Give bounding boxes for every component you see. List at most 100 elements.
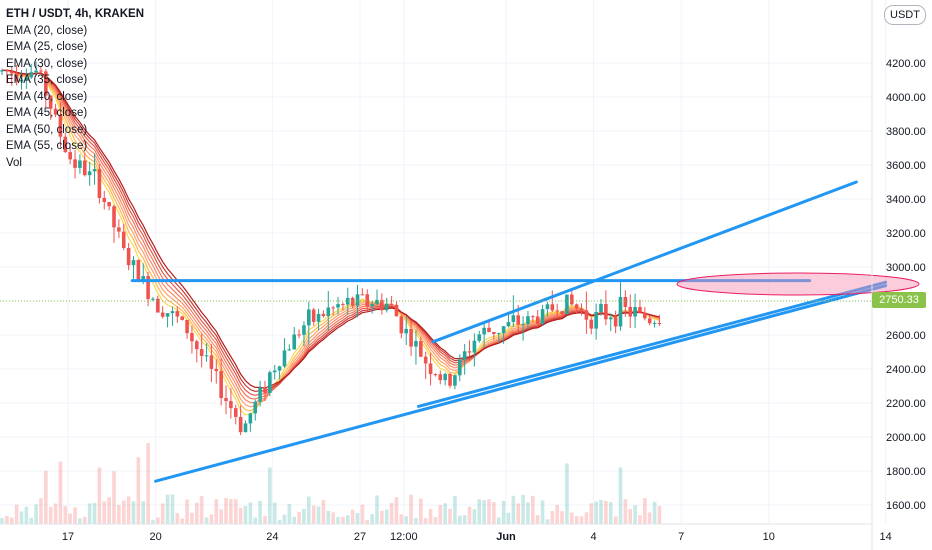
candle-body (112, 206, 116, 228)
candle-body (521, 323, 525, 325)
candle-body (195, 341, 199, 350)
highlight-zone-ellipse[interactable] (676, 272, 920, 296)
candle-body (462, 351, 467, 360)
volume-bar (433, 517, 438, 524)
volume-bar (453, 496, 457, 524)
candle-body (19, 79, 24, 82)
volume-bar (238, 507, 243, 524)
ema-50-line (1, 69, 660, 393)
indicator-ema-20[interactable]: EMA (20, close) (6, 24, 88, 37)
volume-bar (623, 499, 628, 524)
ema-45-line (1, 69, 660, 396)
volume-bar (204, 517, 209, 524)
volume-bar (467, 506, 472, 524)
candle-body (618, 296, 623, 327)
volume-bar (404, 516, 409, 524)
indicator-ema-50[interactable]: EMA (50, close) (6, 123, 88, 136)
candle-body (535, 316, 540, 324)
ema-20-line (1, 69, 660, 416)
volume-bar (73, 507, 77, 524)
volume-bar (443, 503, 447, 524)
candle-body (638, 307, 642, 313)
candle-body (204, 355, 209, 357)
price-axis[interactable]: 1600.00 1800.00 2000.00 2200.00 2400.00 2600.… (886, 58, 926, 512)
indicator-ema-25[interactable]: EMA (25, close) (6, 41, 88, 53)
symbol-title[interactable]: ETH / USDT, 4h, KRAKEN (6, 8, 145, 20)
price-tick-label: 2200.00 (886, 398, 926, 410)
time-tick-label: 24 (266, 531, 278, 543)
candle-body (336, 304, 340, 308)
candle-body (657, 323, 662, 325)
volume-bar (14, 504, 19, 524)
indicator-volume[interactable]: Vol (6, 156, 22, 169)
volume-bar (307, 496, 311, 524)
candle-body (243, 423, 248, 433)
volume-bar (613, 516, 618, 524)
volume-bar (409, 494, 413, 524)
candle-body (175, 311, 180, 317)
candle-body (647, 318, 652, 324)
volume-bar (643, 498, 647, 524)
volume-bar (199, 496, 204, 524)
volume-bar (535, 515, 540, 524)
candle-body (287, 349, 292, 351)
candle-body (633, 307, 637, 317)
candle-body (131, 260, 136, 266)
candle-body (492, 331, 496, 334)
candle-body (238, 416, 243, 433)
price-tick-label: 2000.00 (886, 432, 926, 444)
lower-channel-line[interactable] (416, 280, 888, 408)
candle-body (448, 373, 452, 386)
candle-body (511, 315, 516, 323)
time-tick-label: 10 (763, 531, 775, 543)
candle-body (292, 334, 296, 350)
long-trendline[interactable] (154, 284, 888, 483)
candle-body (365, 294, 370, 307)
time-tick-label: 27 (354, 531, 366, 543)
volume-bar (156, 517, 160, 524)
candle-body (428, 363, 433, 375)
volume-bar (87, 503, 92, 524)
candle-body (550, 304, 555, 311)
volume-bar (141, 501, 146, 524)
volume-bar (82, 516, 87, 524)
candle-body (219, 371, 223, 399)
volume-bar (579, 516, 584, 524)
upper-channel-line[interactable] (431, 180, 858, 344)
indicator-ema-35[interactable]: EMA (35, close) (6, 74, 88, 86)
candle-body (652, 323, 657, 325)
candle-body (540, 309, 545, 324)
candle-body (302, 325, 306, 335)
candle-body (589, 319, 594, 329)
volume-bar (126, 496, 131, 524)
volume-bar (336, 516, 340, 524)
last-price-label: 2750.33 (872, 292, 926, 308)
volume-bar (219, 509, 223, 524)
candle-body (370, 303, 374, 307)
volume-bar (224, 498, 228, 524)
currency-unit-button[interactable]: USDT (884, 5, 926, 25)
indicator-ema-40[interactable]: EMA (40, close) (6, 90, 88, 103)
volume-bar (540, 500, 545, 524)
volume-bar (350, 509, 355, 524)
candle-body (136, 260, 141, 282)
volume-bar (321, 500, 326, 524)
volume-bar (423, 518, 428, 524)
ema-ribbon (1, 69, 660, 416)
candle-body (97, 169, 102, 198)
indicator-ema-30[interactable]: EMA (30, close) (6, 57, 88, 70)
time-tick-label: 12:00 (390, 531, 418, 543)
candle-body (63, 136, 68, 153)
time-axis[interactable]: 17 20 24 27 12:00 Jun 4 7 10 14 (62, 531, 892, 543)
volume-bar (380, 510, 384, 524)
indicator-ema-55[interactable]: EMA (55, close) (6, 140, 88, 152)
volume-bar (345, 515, 350, 524)
volume-bar (355, 512, 360, 524)
volume-bar (428, 509, 433, 524)
volume-bar (496, 517, 501, 524)
volume-bar (628, 509, 633, 524)
indicator-ema-45[interactable]: EMA (45, close) (6, 107, 88, 119)
price-tick-label: 2600.00 (886, 330, 926, 342)
time-tick-label: 20 (149, 531, 161, 543)
